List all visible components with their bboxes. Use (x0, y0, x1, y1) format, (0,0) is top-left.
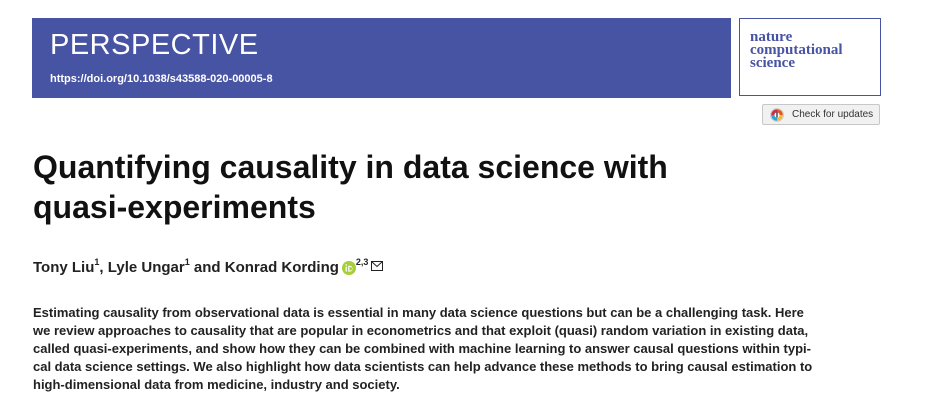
crossmark-icon (770, 107, 784, 122)
journal-name-line: science (750, 55, 795, 71)
abstract-line: cal data science settings. We also highl… (33, 359, 813, 374)
mail-icon[interactable] (371, 261, 384, 271)
author-name[interactable]: Tony Liu (33, 259, 95, 276)
author-separator: and (189, 259, 225, 276)
article-title: Quantifying causality in data science wi… (33, 147, 853, 227)
affiliation-marker: 2,3 (355, 257, 369, 267)
orcid-icon[interactable] (341, 261, 356, 275)
article-type-banner: PERSPECTIVE https://doi.org/10.1038/s435… (32, 18, 731, 98)
journal-name-line: computational (750, 42, 843, 58)
author-name[interactable]: Konrad Kording (224, 259, 339, 276)
doi-link[interactable]: https://doi.org/10.1038/s43588-020-00005… (50, 73, 273, 85)
check-for-updates-label: Check for updates (792, 109, 874, 120)
author-list: Tony Liu 1, Lyle Ungar 1 and Konrad Kordin… (33, 257, 384, 276)
abstract-line: Estimating causality from observational … (33, 305, 804, 320)
journal-name: nature computational science (750, 29, 878, 71)
title-line: Quantifying causality in data science wi… (33, 149, 668, 185)
affiliation-marker: 1 (184, 257, 190, 267)
abstract-line: called quasi-experiments, and show how t… (33, 341, 811, 356)
affiliation-marker: 1 (94, 257, 100, 267)
abstract: Estimating causality from observational … (33, 304, 893, 394)
journal-logo[interactable]: nature computational science (739, 18, 881, 96)
article-type-label: PERSPECTIVE (50, 29, 259, 61)
check-for-updates-button[interactable]: Check for updates (762, 104, 880, 125)
journal-name-line: nature (750, 29, 793, 45)
author-name[interactable]: Lyle Ungar (107, 259, 185, 276)
author-separator: , (99, 259, 108, 276)
abstract-line: high-dimensional data from medicine, ind… (33, 377, 400, 392)
abstract-line: we review approaches to causality that a… (33, 323, 809, 338)
title-line: quasi-experiments (33, 189, 316, 225)
